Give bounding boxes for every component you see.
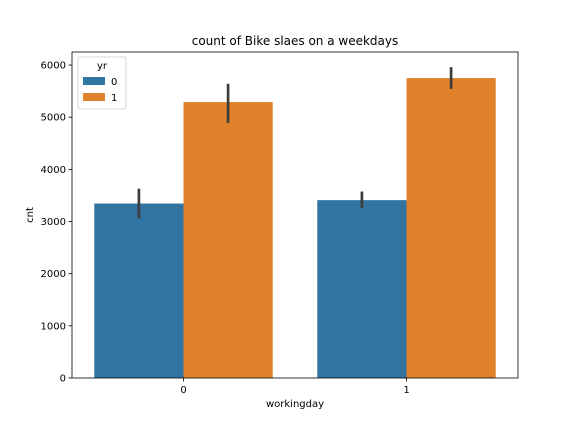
chart-title: count of Bike slaes on a weekdays [192,34,399,48]
axes-frame [71,51,519,379]
legend-label-yr-0: 0 [111,77,117,88]
legend-swatch-yr-1 [83,93,105,101]
legend-label-yr-1: 1 [111,93,117,104]
legend-title: yr [97,61,108,72]
x-axis-label: workingday [266,399,324,410]
plot-area: 0 1000 2000 3000 4000 5000 6000 0 1 [41,51,519,396]
y-tick-label: 3000 [41,217,66,228]
y-axis-label: cnt [25,207,36,223]
x-tick-label: 0 [180,385,186,396]
legend-swatch-yr-0 [83,77,105,85]
x-tick-label: 1 [403,385,409,396]
bar-0-yr-0 [94,203,184,378]
y-tick-label: 6000 [41,61,66,72]
y-tick-label: 4000 [41,165,66,176]
y-tick-label: 2000 [41,269,66,280]
y-tick-label: 1000 [41,321,66,332]
y-tick-label: 0 [60,374,66,385]
bar-0-yr-1 [183,102,273,378]
legend: yr 0 1 [77,56,127,110]
bar-1-yr-0 [317,200,407,378]
y-tick-label: 5000 [41,113,66,124]
bar-1-yr-1 [406,78,496,378]
